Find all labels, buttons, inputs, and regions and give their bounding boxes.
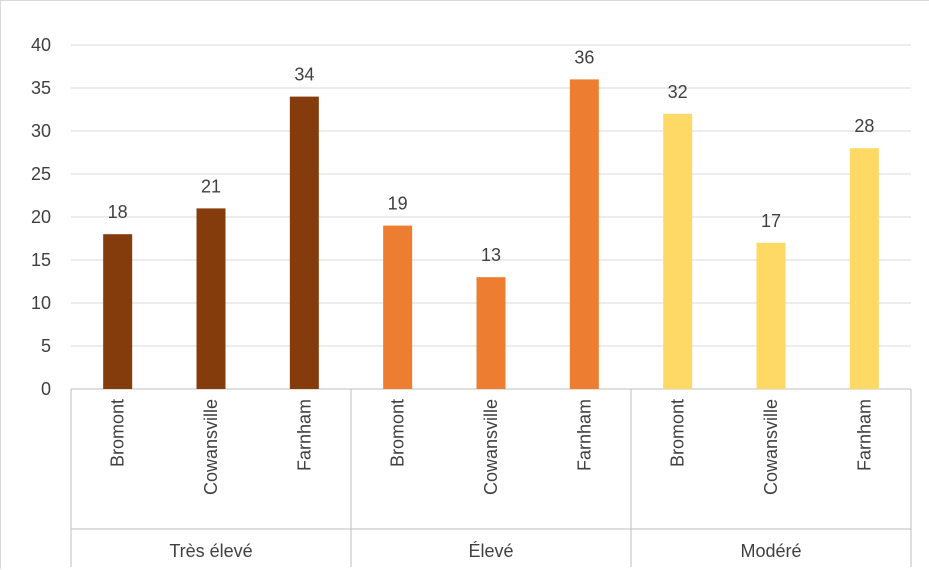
y-tick-label: 40 <box>31 35 51 55</box>
group-label: Élevé <box>468 541 513 561</box>
y-tick-label: 15 <box>31 250 51 270</box>
bar <box>289 96 319 389</box>
data-label: 21 <box>201 176 221 196</box>
category-label: Farnham <box>854 399 874 471</box>
data-label: 34 <box>294 65 314 85</box>
data-label: 28 <box>854 116 874 136</box>
y-tick-label: 30 <box>31 121 51 141</box>
category-label: Bromont <box>668 399 688 467</box>
data-label: 32 <box>668 82 688 102</box>
data-label: 17 <box>761 211 781 231</box>
bars <box>103 79 879 390</box>
y-tick-label: 25 <box>31 164 51 184</box>
bar <box>569 79 599 390</box>
y-tick-label: 0 <box>41 379 51 399</box>
data-label: 36 <box>574 47 594 67</box>
category-label: Farnham <box>574 399 594 471</box>
category-label: Bromont <box>108 399 128 467</box>
bar <box>196 208 226 389</box>
category-label: Cowansville <box>481 399 501 495</box>
labels: 0 5 10 15 20 25 30 35 40 18 Bromont 21 Cowansville 34… <box>31 35 874 561</box>
bar <box>756 242 786 389</box>
y-tick-label: 10 <box>31 293 51 313</box>
data-label: 13 <box>481 245 501 265</box>
y-tick-label: 35 <box>31 78 51 98</box>
category-label: Bromont <box>388 399 408 467</box>
category-label: Cowansville <box>201 399 221 495</box>
bar <box>103 234 133 389</box>
y-tick-label: 5 <box>41 336 51 356</box>
bar <box>849 148 879 389</box>
category-label: Cowansville <box>761 399 781 495</box>
bar <box>383 225 413 389</box>
group-label: Très élevé <box>169 541 252 561</box>
bar <box>476 277 506 389</box>
bar <box>663 113 693 390</box>
y-tick-label: 20 <box>31 207 51 227</box>
group-label: Modéré <box>740 541 801 561</box>
data-label: 19 <box>388 194 408 214</box>
data-label: 18 <box>108 202 128 222</box>
category-label: Farnham <box>294 399 314 471</box>
